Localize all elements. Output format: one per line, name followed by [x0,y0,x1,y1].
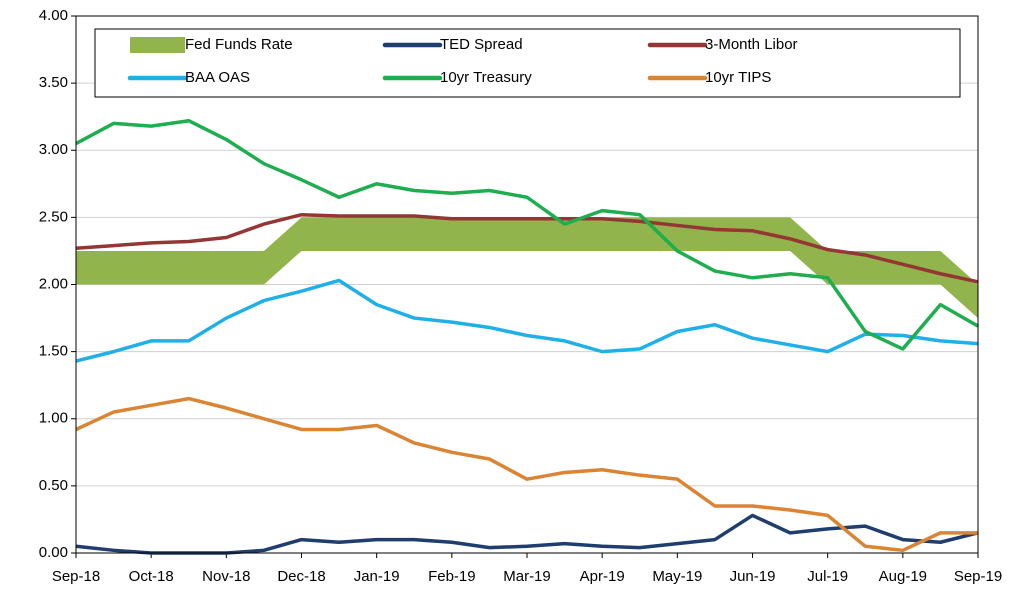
x-tick-label: Oct-18 [129,568,174,585]
legend-swatch [130,37,185,53]
legend-label: Fed Funds Rate [185,36,293,53]
series-line [75,278,979,363]
y-tick-label: 1.50 [39,343,68,360]
legend-label: 10yr Treasury [440,69,532,86]
y-tick-label: 4.00 [39,7,68,24]
x-tick-label: Aug-19 [879,568,927,585]
y-tick-label: 3.50 [39,74,68,91]
x-tick-label: Mar-19 [503,568,551,585]
x-tick-label: Apr-19 [580,568,625,585]
x-tick-label: Feb-19 [428,568,476,585]
legend-label: 3-Month Libor [705,36,798,53]
series-line [75,118,979,351]
y-tick-label: 2.00 [39,275,68,292]
x-tick-label: Jan-19 [354,568,400,585]
x-tick-label: May-19 [652,568,702,585]
x-tick-label: Jul-19 [807,568,848,585]
y-tick-label: 0.50 [39,477,68,494]
y-tick-label: 3.00 [39,141,68,158]
series-line [75,396,978,553]
legend-label: TED Spread [440,36,523,53]
legend-label: BAA OAS [185,69,250,86]
y-tick-label: 2.50 [39,208,68,225]
x-tick-label: Sep-19 [954,568,1002,585]
series-line [75,212,979,284]
legend-box [94,28,961,98]
x-tick-label: Jun-19 [730,568,776,585]
x-tick-label: Sep-18 [52,568,100,585]
y-tick-label: 0.00 [39,544,68,561]
x-tick-label: Nov-18 [202,568,250,585]
plot-border [75,15,979,554]
y-tick-label: 1.00 [39,410,68,427]
x-tick-label: Dec-18 [277,568,325,585]
series-line [75,513,979,555]
legend-label: 10yr TIPS [705,69,771,86]
fed-funds-band [76,217,978,319]
